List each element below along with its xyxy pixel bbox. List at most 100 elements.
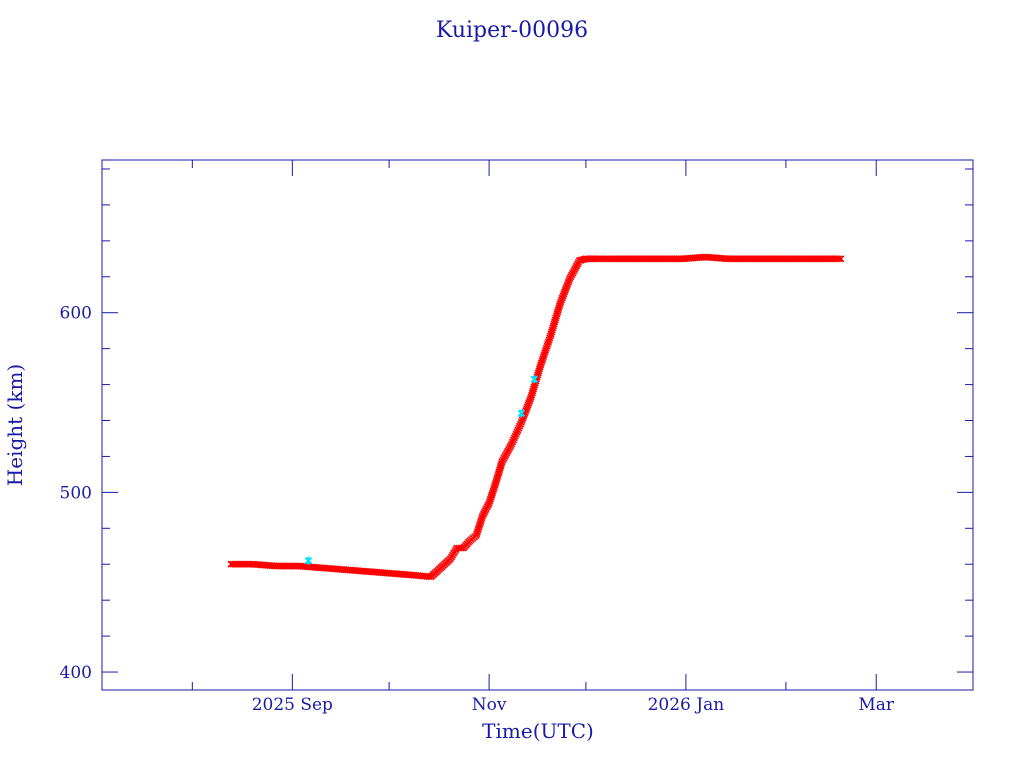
data-point-marker xyxy=(487,493,495,501)
data-point-marker xyxy=(537,361,545,369)
data-point-marker xyxy=(563,282,571,290)
highlight-points xyxy=(304,375,538,565)
data-point-marker xyxy=(540,350,548,359)
x-tick-label: Mar xyxy=(858,695,895,715)
data-point-marker xyxy=(475,524,483,532)
data-point-marker xyxy=(538,357,546,365)
data-point-marker xyxy=(549,324,557,332)
data-point-marker xyxy=(525,397,534,405)
data-point-marker xyxy=(564,278,572,287)
data-point-marker xyxy=(486,497,494,505)
data-point-marker xyxy=(548,328,556,336)
x-tick-label: Nov xyxy=(472,695,507,715)
data-point-marker xyxy=(565,276,573,285)
data-point-marker xyxy=(539,353,548,361)
data-point-marker xyxy=(555,302,564,310)
data-point-marker xyxy=(534,369,542,377)
data-point-marker xyxy=(539,355,547,363)
data-point-marker xyxy=(476,520,484,528)
data-points xyxy=(227,253,845,581)
data-point-marker xyxy=(560,290,568,298)
data-point-marker xyxy=(536,363,544,371)
data-point-marker xyxy=(561,286,569,294)
data-point-marker xyxy=(837,255,845,263)
plot-frame xyxy=(101,159,974,691)
x-tick-label: 2025 Sep xyxy=(252,695,333,715)
data-point-marker xyxy=(497,460,505,468)
data-point-marker xyxy=(537,359,545,367)
highlight-point xyxy=(304,556,313,565)
data-point-marker xyxy=(475,522,483,530)
data-point-marker xyxy=(543,342,551,350)
data-point-marker xyxy=(485,499,493,507)
data-point-marker xyxy=(518,416,526,424)
data-point-marker xyxy=(474,525,482,534)
data-point-marker xyxy=(549,322,557,330)
chart-title: Kuiper-00096 xyxy=(436,18,588,43)
x-tick-label: 2026 Jan xyxy=(648,695,725,715)
data-point-marker xyxy=(554,308,562,316)
data-point-marker xyxy=(547,330,555,338)
data-point-marker xyxy=(545,336,553,344)
data-point-marker xyxy=(556,300,564,308)
data-point-marker xyxy=(552,312,561,320)
data-point-marker xyxy=(478,514,486,522)
data-point-marker xyxy=(563,280,572,288)
data-point-marker xyxy=(526,395,534,403)
data-point-marker xyxy=(546,334,554,342)
data-point-marker xyxy=(517,418,525,426)
data-point-marker xyxy=(490,485,498,493)
y-tick-label: 500 xyxy=(60,483,92,503)
data-point-marker xyxy=(558,294,566,302)
highlight-point xyxy=(530,375,538,384)
data-point-marker xyxy=(555,304,563,312)
data-point-marker xyxy=(542,344,550,352)
y-axis-label: Height (km) xyxy=(3,364,27,486)
data-point-marker xyxy=(541,348,549,357)
data-point-marker xyxy=(473,527,482,536)
data-point-marker xyxy=(490,483,498,491)
data-point-marker xyxy=(535,367,543,375)
data-point-marker xyxy=(557,298,565,306)
data-point-marker xyxy=(523,403,531,411)
data-point-marker xyxy=(488,491,496,499)
data-point-marker xyxy=(528,391,536,399)
data-point-marker xyxy=(551,318,559,326)
data-point-marker xyxy=(477,518,485,526)
highlight-point xyxy=(517,409,526,418)
data-point-marker xyxy=(560,288,569,296)
data-point-marker xyxy=(472,531,480,540)
data-point-marker xyxy=(527,393,535,401)
data-point-marker xyxy=(551,316,559,324)
y-tick-label: 600 xyxy=(60,304,92,324)
data-point-marker xyxy=(562,284,570,292)
x-axis-label: Time(UTC) xyxy=(482,719,594,743)
data-point-marker xyxy=(548,326,556,334)
x-tick-labels: 2025 Sep Nov 2026 Jan Mar xyxy=(252,695,895,715)
axis-ticks xyxy=(102,160,973,690)
data-point-marker xyxy=(553,310,561,318)
y-tick-labels: 400 500 600 xyxy=(60,304,92,683)
y-tick-label: 400 xyxy=(60,663,92,683)
data-point-marker xyxy=(525,399,533,407)
data-point-marker xyxy=(489,487,497,495)
data-point-marker xyxy=(554,306,562,314)
data-point-marker xyxy=(473,529,481,538)
data-point-marker xyxy=(559,292,567,300)
data-point-marker xyxy=(529,385,538,393)
data-point-marker xyxy=(529,387,537,395)
data-point-marker xyxy=(531,381,539,389)
data-point-marker xyxy=(558,296,566,304)
data-point-marker xyxy=(550,320,558,328)
data-point-marker xyxy=(535,365,544,373)
data-point-marker xyxy=(491,481,499,489)
data-point-marker xyxy=(477,516,485,524)
data-point-marker xyxy=(524,401,532,409)
data-point-marker xyxy=(541,346,550,355)
data-point-marker xyxy=(544,340,552,348)
data-point-marker xyxy=(546,332,554,340)
data-point-marker xyxy=(488,489,496,497)
data-point-marker xyxy=(486,495,494,503)
data-point-marker xyxy=(530,383,538,391)
